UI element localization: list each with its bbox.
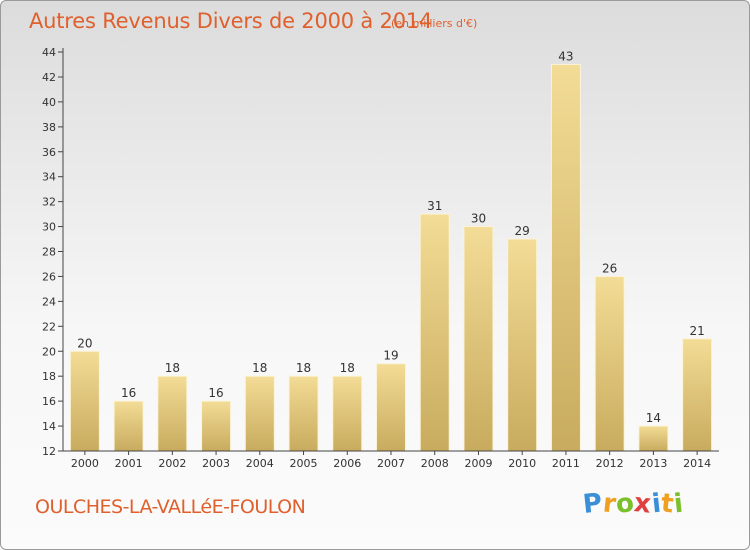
x-tick-label: 2010 <box>508 457 536 470</box>
bar <box>113 400 144 452</box>
bar <box>288 375 319 452</box>
bar <box>638 425 669 452</box>
y-tick-label: 26 <box>42 270 56 283</box>
commune-name: OULCHES-LA-VALLéE-FOULON <box>35 496 306 518</box>
y-tick-label: 40 <box>42 96 56 109</box>
y-tick-label: 20 <box>42 345 56 358</box>
x-tick-label: 2004 <box>246 457 274 470</box>
logo-letter: i <box>672 488 685 520</box>
x-tick-label: 2005 <box>290 457 318 470</box>
x-tick-label: 2014 <box>683 457 711 470</box>
bar-value-label: 18 <box>165 361 180 375</box>
bar-value-label: 18 <box>340 361 355 375</box>
x-tick-label: 2013 <box>639 457 667 470</box>
bar <box>594 275 625 452</box>
bar-value-label: 43 <box>558 49 573 63</box>
bar <box>157 375 188 452</box>
bar <box>682 338 713 452</box>
x-axis: 2000 2001 2002 2003 2004 2005 2006 2007 2008 2009… <box>63 450 719 470</box>
x-tick-label: 2003 <box>202 457 230 470</box>
x-tick-label: 2011 <box>552 457 580 470</box>
x-tick-label: 2002 <box>158 457 186 470</box>
bar-value-label: 31 <box>427 199 442 213</box>
y-tick-label: 36 <box>42 146 56 159</box>
bar <box>550 63 581 452</box>
bar <box>376 363 406 452</box>
bar-value-label: 16 <box>208 386 223 400</box>
bar <box>332 375 363 452</box>
chart-title: Autres Revenus Divers de 2000 à 2014 <box>29 9 433 33</box>
x-tick-label: 2012 <box>596 457 624 470</box>
x-tick-label: 2006 <box>333 457 361 470</box>
y-tick-label: 12 <box>42 445 56 458</box>
bar-value-label: 20 <box>77 336 92 350</box>
y-tick-label: 16 <box>42 395 56 408</box>
bar <box>463 226 494 452</box>
y-axis: 12 14 16 18 20 22 24 26 28 30 32 34 36 38 40 42 44 <box>42 46 64 458</box>
y-tick-label: 28 <box>42 246 56 259</box>
y-tick-label: 18 <box>42 370 56 383</box>
y-tick-label: 22 <box>42 320 56 333</box>
bar-value-label: 30 <box>471 212 486 226</box>
proxiti-logo: Proxiti <box>581 488 685 520</box>
bar-value-label: 21 <box>689 324 704 338</box>
y-tick-label: 42 <box>42 71 56 84</box>
y-tick-label: 32 <box>42 196 56 209</box>
x-tick-label: 2007 <box>377 457 405 470</box>
bars: 20 16 18 16 18 18 18 19 31 30 29 43 26 14 21 <box>69 49 713 452</box>
bar <box>507 238 538 452</box>
y-tick-label: 38 <box>42 121 56 134</box>
y-tick-label: 24 <box>42 295 56 308</box>
x-tick-label: 2008 <box>421 457 449 470</box>
chart-subtitle: (en milliers d'€) <box>391 17 478 30</box>
x-tick-label: 2000 <box>71 457 99 470</box>
bar-value-label: 18 <box>252 361 267 375</box>
bar-value-label: 29 <box>515 224 530 238</box>
y-tick-label: 14 <box>42 420 56 433</box>
x-tick-label: 2001 <box>115 457 143 470</box>
bar <box>201 400 232 452</box>
bar <box>419 213 450 452</box>
y-tick-label: 44 <box>42 46 56 59</box>
bar-value-label: 14 <box>646 411 661 425</box>
bar-value-label: 16 <box>121 386 136 400</box>
y-tick-label: 34 <box>42 171 56 184</box>
bar <box>69 350 100 452</box>
bar-value-label: 19 <box>383 349 398 363</box>
y-tick-label: 30 <box>42 221 56 234</box>
bar-value-label: 26 <box>602 261 617 275</box>
bar-value-label: 18 <box>296 361 311 375</box>
x-tick-label: 2009 <box>464 457 492 470</box>
bar <box>244 375 275 452</box>
